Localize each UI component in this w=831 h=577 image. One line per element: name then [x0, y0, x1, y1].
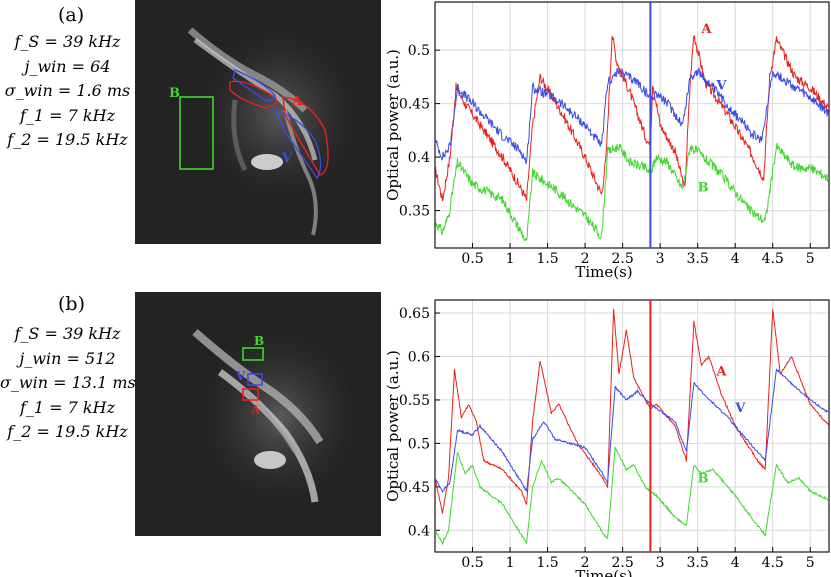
x-tick-label: 1.5 — [536, 555, 558, 571]
param-f1: f_1 = 7 kHz — [19, 105, 116, 125]
series-label-A: A — [700, 22, 712, 37]
series-line-A — [435, 35, 829, 202]
y-tick-label: 0.5 — [408, 43, 430, 59]
panel-b-params: f_S = 39 kHz j_win = 512 σ_win = 13.1 ms… — [0, 322, 136, 445]
roi-label-b: B — [169, 86, 180, 101]
roi-label-v: V — [235, 369, 246, 383]
panel-a-image: B A V — [135, 0, 381, 244]
x-tick-label: 2.5 — [611, 555, 633, 571]
x-tick-label: 4.5 — [762, 251, 784, 267]
roi-b-box — [179, 96, 214, 170]
x-tick-label: 5 — [806, 555, 815, 571]
x-tick-label: 4 — [731, 251, 740, 267]
y-axis-label: Optical power (a.u.) — [384, 49, 402, 201]
y-tick-label: 0.45 — [399, 97, 430, 113]
series-line-V — [435, 66, 829, 164]
x-tick-label: 1 — [506, 251, 515, 267]
series-label-B: B — [698, 471, 709, 486]
roi-b-box — [242, 347, 264, 361]
param-f2: f_2 = 19.5 kHz — [7, 422, 128, 441]
series-label-V: V — [715, 79, 727, 94]
x-tick-label: 1 — [506, 555, 515, 571]
y-tick-label: 0.4 — [408, 150, 430, 166]
x-tick-label: 2 — [581, 251, 590, 267]
x-tick-label: 3.5 — [687, 251, 709, 267]
chart-a-svg: 0.5 1 1.5 2 2.5 3 3.5 4 4.5 5 0.35 0.4 0.45 0.5 Time(s… — [384, 1, 830, 281]
param-sigma: σ_win = 13.1 ms — [0, 373, 136, 392]
roi-label-v: V — [281, 151, 293, 166]
y-tick-label: 0.6 — [408, 349, 430, 365]
x-tick-label: 0.5 — [461, 555, 483, 571]
param-f2: f_2 = 19.5 kHz — [7, 130, 128, 149]
x-tick-label: 1.5 — [536, 251, 558, 267]
x-tick-label: 5 — [806, 251, 815, 267]
y-axis-label: Optical power (a.u.) — [384, 350, 402, 502]
y-tick-label: 0.4 — [408, 523, 430, 539]
param-jwin: j_win = 512 — [19, 348, 116, 368]
series-line-A — [435, 308, 829, 514]
param-f1: f_1 = 7 kHz — [19, 397, 116, 417]
param-jwin: j_win = 64 — [24, 56, 111, 76]
series-line-B — [435, 446, 829, 546]
x-tick-label: 3.5 — [687, 555, 709, 571]
x-tick-label: 4 — [731, 555, 740, 571]
chart-b-svg: 0.5 1 1.5 2 2.5 3 3.5 4 4.5 5 0.4 0.45 0.5 0.55 0.6 0.6… — [384, 299, 830, 577]
series-label-V: V — [734, 401, 746, 416]
x-tick-label: 3 — [656, 251, 665, 267]
series-line-V — [435, 368, 829, 494]
y-tick-label: 0.65 — [399, 306, 430, 322]
roi-a-box — [242, 388, 259, 401]
panel-a-label: (a) — [58, 4, 85, 26]
x-axis-label: Time(s) — [575, 263, 632, 281]
x-tick-label: 4.5 — [762, 555, 784, 571]
x-tick-label: 2.5 — [611, 251, 633, 267]
panel-a-params: f_S = 39 kHz j_win = 64 σ_win = 1.6 ms f… — [0, 30, 135, 153]
series-label-B: B — [698, 180, 709, 195]
y-tick-label: 0.5 — [408, 436, 430, 452]
chart-a: 0.5 1 1.5 2 2.5 3 3.5 4 4.5 5 0.35 0.4 0.45 0.5 Time(s… — [383, 0, 831, 285]
roi-v-box — [247, 373, 263, 386]
y-tick-label: 0.55 — [399, 393, 430, 409]
x-tick-label: 3 — [656, 555, 665, 571]
panel-b-image: B V A — [135, 292, 381, 536]
roi-v-region — [232, 69, 276, 102]
param-fs: f_S = 39 kHz — [14, 324, 121, 343]
x-axis-label: Time(s) — [575, 567, 632, 577]
series-line-B — [435, 142, 829, 242]
chart-b: 0.5 1 1.5 2 2.5 3 3.5 4 4.5 5 0.4 0.45 0.5 0.55 0.6 0.6… — [383, 290, 831, 577]
x-tick-label: 0.5 — [461, 251, 483, 267]
param-sigma: σ_win = 1.6 ms — [4, 81, 131, 100]
series-label-A: A — [715, 365, 727, 380]
roi-label-a: A — [291, 94, 303, 109]
plot-frame — [434, 1, 830, 249]
roi-a-region — [229, 80, 277, 109]
y-tick-label: 0.45 — [399, 480, 430, 496]
param-fs: f_S = 39 kHz — [14, 32, 121, 51]
roi-label-a: A — [250, 403, 261, 417]
panel-b-label: (b) — [58, 293, 85, 315]
y-tick-label: 0.35 — [399, 204, 430, 220]
x-tick-label: 2 — [581, 555, 590, 571]
roi-label-b: B — [254, 334, 264, 348]
